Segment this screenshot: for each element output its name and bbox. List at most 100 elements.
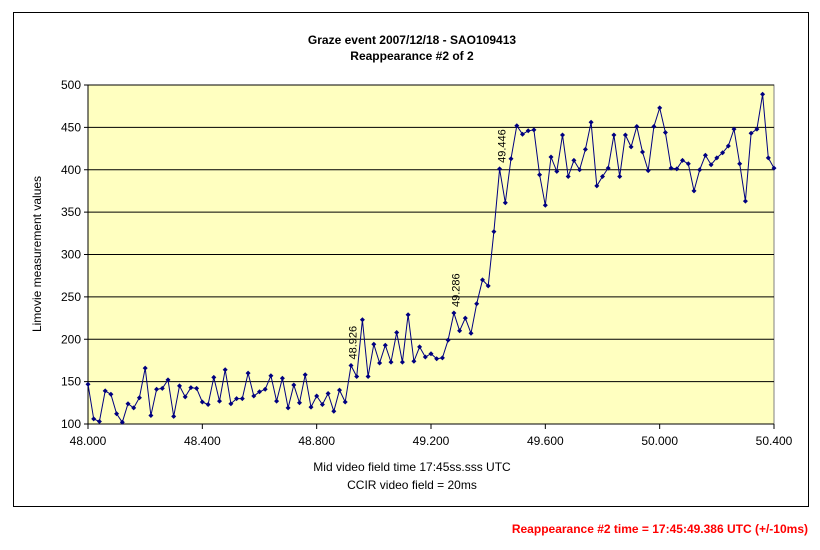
data-point xyxy=(211,374,217,380)
data-point xyxy=(485,283,491,289)
data-point xyxy=(319,402,325,407)
data-point xyxy=(731,126,737,132)
x-tick-label: 49.600 xyxy=(527,434,564,448)
data-point xyxy=(136,395,142,401)
data-point xyxy=(537,172,543,178)
data-point xyxy=(708,162,714,168)
data-point xyxy=(680,157,685,163)
data-annotation: 49.286 xyxy=(451,273,463,307)
data-point xyxy=(199,399,205,405)
data-point xyxy=(325,391,331,396)
data-point xyxy=(668,165,674,171)
data-point xyxy=(611,132,617,138)
data-point xyxy=(720,150,726,156)
annotations: 48.926 49.286 49.446 xyxy=(348,129,509,359)
data-point xyxy=(262,386,268,392)
data-point xyxy=(239,396,245,402)
data-point xyxy=(634,124,640,129)
data-point xyxy=(748,130,754,136)
data-point xyxy=(274,398,280,404)
data-point xyxy=(291,382,297,388)
data-point xyxy=(445,337,451,343)
data-point xyxy=(657,105,663,111)
data-point xyxy=(114,411,120,417)
data-point xyxy=(314,393,320,399)
data-point xyxy=(760,91,766,97)
data-point xyxy=(691,188,697,194)
data-point xyxy=(765,155,771,161)
data-point xyxy=(417,344,423,350)
data-point xyxy=(119,419,125,425)
data-point xyxy=(554,168,560,174)
data-point xyxy=(411,358,417,364)
data-point xyxy=(451,310,457,316)
data-point xyxy=(131,405,137,411)
data-point xyxy=(588,119,594,125)
data-point xyxy=(217,398,222,404)
data-point xyxy=(491,229,497,235)
data-point xyxy=(234,396,240,402)
data-point xyxy=(422,354,428,360)
x-tick-label: 49.200 xyxy=(413,434,450,448)
data-point xyxy=(520,131,525,137)
data-point xyxy=(605,165,611,171)
data-point xyxy=(622,132,628,138)
data-point xyxy=(222,367,228,373)
data-point xyxy=(577,167,583,173)
reappearance-time-note: Reappearance #2 time = 17:45:49.386 UTC … xyxy=(511,522,808,536)
data-point xyxy=(365,374,371,379)
x-tick-label: 48.400 xyxy=(184,434,221,448)
data-point xyxy=(182,394,188,400)
data-point xyxy=(468,330,474,336)
data-point xyxy=(525,128,531,134)
data-point xyxy=(91,416,97,422)
data-point xyxy=(651,124,657,129)
data-point xyxy=(428,351,434,357)
y-tick-label: 100 xyxy=(61,417,81,431)
data-point xyxy=(108,391,114,397)
data-point xyxy=(85,381,91,387)
data-annotation: 49.446 xyxy=(496,129,508,163)
data-point xyxy=(251,393,257,399)
y-tick-label: 500 xyxy=(61,78,81,92)
data-point xyxy=(548,154,554,160)
data-point xyxy=(194,385,200,391)
data-point xyxy=(617,174,623,179)
series-line-group xyxy=(85,91,777,425)
data-point xyxy=(348,363,354,368)
data-point xyxy=(308,404,314,410)
data-point xyxy=(542,202,548,208)
data-point xyxy=(674,166,680,172)
data-point xyxy=(439,355,445,361)
data-point xyxy=(457,328,463,334)
data-point xyxy=(502,200,508,206)
data-point xyxy=(571,157,577,163)
data-point xyxy=(508,156,514,162)
y-tick-label: 400 xyxy=(61,163,81,177)
data-point xyxy=(405,312,411,318)
data-point xyxy=(342,399,348,405)
data-point xyxy=(702,152,708,158)
y-tick-label: 150 xyxy=(61,375,81,389)
data-point xyxy=(685,161,691,167)
data-point xyxy=(725,143,731,149)
chart-subtitle: Reappearance #2 of 2 xyxy=(350,49,474,63)
data-point xyxy=(742,198,748,204)
data-point xyxy=(434,356,440,362)
x-tick-label: 48.000 xyxy=(70,434,107,448)
x-axis-label: Mid video field time 17:45ss.sss UTC xyxy=(313,460,511,474)
data-point xyxy=(514,123,520,129)
data-point xyxy=(154,386,160,392)
data-point xyxy=(565,174,571,179)
data-point xyxy=(737,161,743,167)
data-point xyxy=(297,400,302,406)
data-point xyxy=(205,402,211,407)
data-point xyxy=(480,277,485,283)
data-point xyxy=(142,365,148,371)
data-point xyxy=(165,377,171,383)
x-tick-label: 50.000 xyxy=(641,434,678,448)
data-point xyxy=(285,405,291,411)
data-point xyxy=(159,385,165,391)
y-tick-label: 450 xyxy=(61,120,81,134)
data-point xyxy=(394,330,400,335)
